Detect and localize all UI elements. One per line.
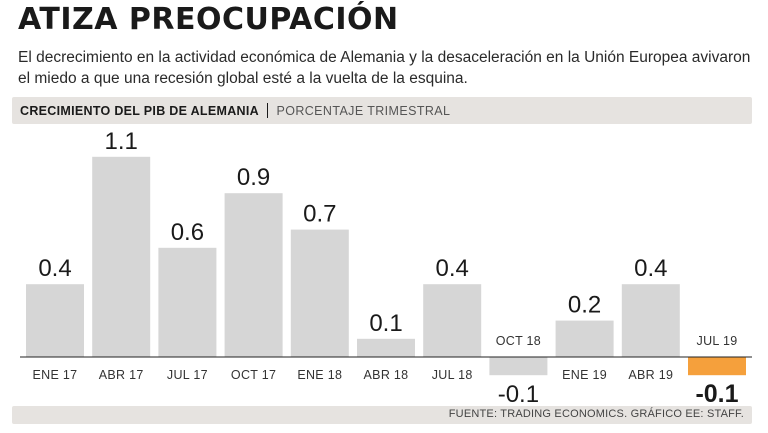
value-label: 0.6 (171, 219, 204, 246)
category-label: ABR 18 (364, 368, 409, 382)
value-label: 0.4 (634, 255, 667, 282)
bar-jul-19 (688, 357, 746, 376)
category-label: ENE 18 (297, 368, 342, 382)
source-text: FUENTE: TRADING ECONOMICS. GRÁFICO EE: S… (448, 408, 744, 420)
category-label: ABR 19 (628, 368, 673, 382)
value-label: 0.9 (237, 164, 270, 191)
category-label: OCT 17 (231, 368, 276, 382)
bar-oct-17 (224, 193, 283, 357)
bar-oct-18 (489, 357, 548, 376)
value-label: 0.4 (436, 255, 469, 282)
category-label: ABR 17 (99, 368, 144, 382)
bar-abr-19 (621, 284, 680, 357)
bar-ene-17 (26, 284, 84, 357)
value-label: 0.7 (303, 201, 336, 228)
chart-header-bar: CRECIMIENTO DEL PIB DE ALEMANIA PORCENTA… (12, 97, 752, 124)
chart-series-title: CRECIMIENTO DEL PIB DE ALEMANIA (20, 103, 259, 118)
source-footer: FUENTE: TRADING ECONOMICS. GRÁFICO EE: S… (12, 406, 752, 424)
category-label: OCT 18 (496, 334, 541, 348)
value-label: -0.1 (498, 381, 539, 408)
value-label: 0.4 (38, 255, 71, 282)
page-title: ATIZA PREOCUPACIÓN (18, 2, 399, 37)
bar-jul-17 (158, 247, 217, 357)
bar-ene-19 (555, 320, 614, 357)
gdp-bar-chart: ENE 17 0.4 ABR 17 1.1 JUL 17 0.6 OCT 17 0.9 ENE … (20, 128, 752, 408)
chart-unit-label: PORCENTAJE TRIMESTRAL (276, 103, 451, 118)
value-label: 0.1 (369, 310, 402, 337)
category-label: JUL 19 (697, 334, 738, 348)
category-label: JUL 17 (167, 368, 208, 382)
bar-abr-17 (92, 156, 151, 357)
value-label: 0.2 (568, 292, 601, 319)
category-label: ENE 19 (562, 368, 607, 382)
page-subtitle: El decrecimiento en la actividad económi… (18, 49, 751, 87)
bar-ene-18 (290, 229, 349, 357)
header-divider (266, 103, 269, 118)
value-label: -0.1 (695, 380, 738, 408)
value-label: 1.1 (105, 128, 138, 155)
bar-abr-18 (357, 338, 415, 357)
category-label: JUL 18 (432, 368, 473, 382)
bar-jul-18 (423, 284, 482, 357)
category-label: ENE 17 (33, 368, 78, 382)
